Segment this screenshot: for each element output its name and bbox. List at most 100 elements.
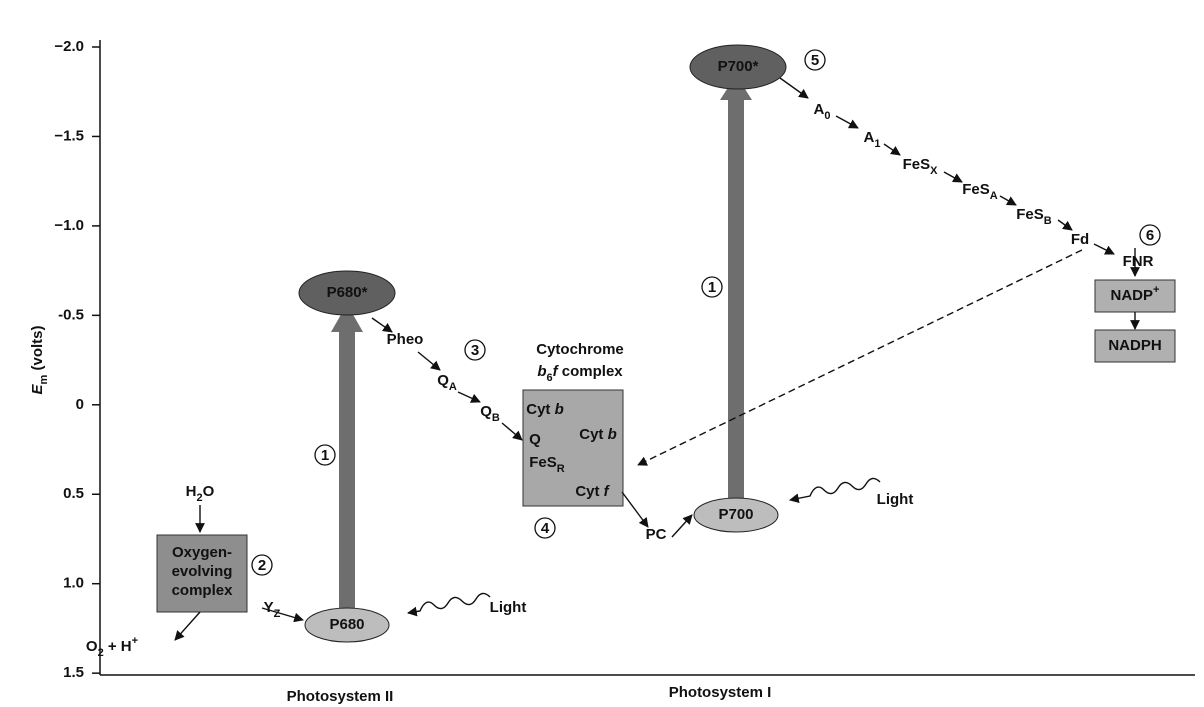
node-label: Cyt f [575,483,610,500]
sup-part: + [132,635,138,647]
label-part: FeS [529,454,557,471]
label-part: Light [490,599,527,616]
node-label: Photosystem II [287,688,394,705]
cytochrome-box [522,389,624,507]
node-label: Pheo [387,331,424,348]
label-part: Y [264,599,274,616]
step-number: 1 [321,447,329,464]
node-label: complex [172,582,234,599]
node-label: YZ [264,599,281,620]
tick-label: 1.5 [63,664,84,681]
label-part: Q [480,403,492,420]
tick-label: −2.0 [54,38,84,55]
step-number: 3 [471,342,479,359]
label-part: Pheo [387,331,424,348]
sub-part: A [449,381,457,393]
step-number: 2 [258,557,266,574]
node-label: Photosystem I [669,684,772,701]
node-label: Oxygen- [172,544,232,561]
step-circle [1139,224,1161,246]
label-part: O [86,638,98,655]
nadph-box [1094,329,1176,363]
label-part: FeS [1016,206,1044,223]
label-part: Oxygen- [172,544,232,561]
label-part: + H [104,638,132,655]
oec-box [156,534,248,613]
label-part: Photosystem I [669,684,772,701]
label-part: Cyt [579,426,607,443]
sub-part: 2 [98,647,104,659]
label-part: Q [529,431,541,448]
step-circle [804,49,826,71]
step-circle [701,276,723,298]
italic-part: f [604,483,611,500]
node-label: b6f complex [537,363,623,384]
label-part: Cyt [575,483,603,500]
label-part: Photosystem II [287,688,394,705]
node-label: FeSX [903,156,939,177]
sub-part: 2 [197,492,203,504]
sub-part: R [557,463,565,475]
label-part: Cyt [526,401,554,418]
node-label: evolving [172,563,233,580]
label-part: FeS [903,156,931,173]
italic-part: b [537,363,546,380]
step-circle [314,444,336,466]
ps2-arrowhead [331,304,363,332]
node-label: Cyt b [579,426,617,443]
label-part: Fd [1071,231,1089,248]
italic-part: E [29,383,46,394]
sub-part: A [990,190,998,202]
nadp-box [1094,279,1176,313]
node-label: PC [646,526,667,543]
node-label: P700* [718,58,759,75]
sub-part: Z [274,608,281,620]
step-number: 6 [1146,227,1154,244]
label-part: P680* [327,284,368,301]
label-part: P680 [329,616,364,633]
italic-part: f [553,363,560,380]
ps2-excitation-bar [339,328,355,610]
node-label: O2 + H+ [86,635,138,659]
node-label: H2O [186,483,215,504]
p700-ellipse [693,497,779,533]
sup-part: + [1153,284,1159,296]
node-label: FeSB [1016,206,1052,227]
p700-star-ellipse [689,44,787,90]
step-number: 4 [541,520,550,537]
step-number: 5 [811,52,819,69]
node-label: Light [877,491,914,508]
step-number: 1 [708,279,716,296]
label-part: Cytochrome [536,341,624,358]
node-label: NADP+ [1111,284,1160,304]
node-label: P680* [327,284,368,301]
label-part: H [186,483,197,500]
arrows [174,77,1140,641]
p680-star-ellipse [298,270,396,316]
label-part: O [203,483,215,500]
tick-label: −1.0 [54,217,84,234]
label-part: NADPH [1108,337,1161,354]
node-label: QB [480,403,500,424]
node-label: Cyt b [526,401,564,418]
node-label: FeSA [962,181,998,202]
ps1-excitation-bar [728,96,744,500]
node-label: QA [437,372,457,393]
label-part: P700 [718,506,753,523]
node-label: Fd [1071,231,1089,248]
node-label: Light [490,599,527,616]
label-part: complex [558,363,624,380]
sub-part: 6 [547,372,553,384]
node-label: A0 [814,101,831,122]
node-label: FNR [1123,253,1154,270]
tick-label: 0.5 [63,485,84,502]
label-part: Q [437,372,449,389]
node-label: P680 [329,616,364,633]
step-circle [464,339,486,361]
label-part: (volts) [29,326,46,375]
node-label: FeSR [529,454,565,475]
label-part: evolving [172,563,233,580]
label-part: A [814,101,825,118]
